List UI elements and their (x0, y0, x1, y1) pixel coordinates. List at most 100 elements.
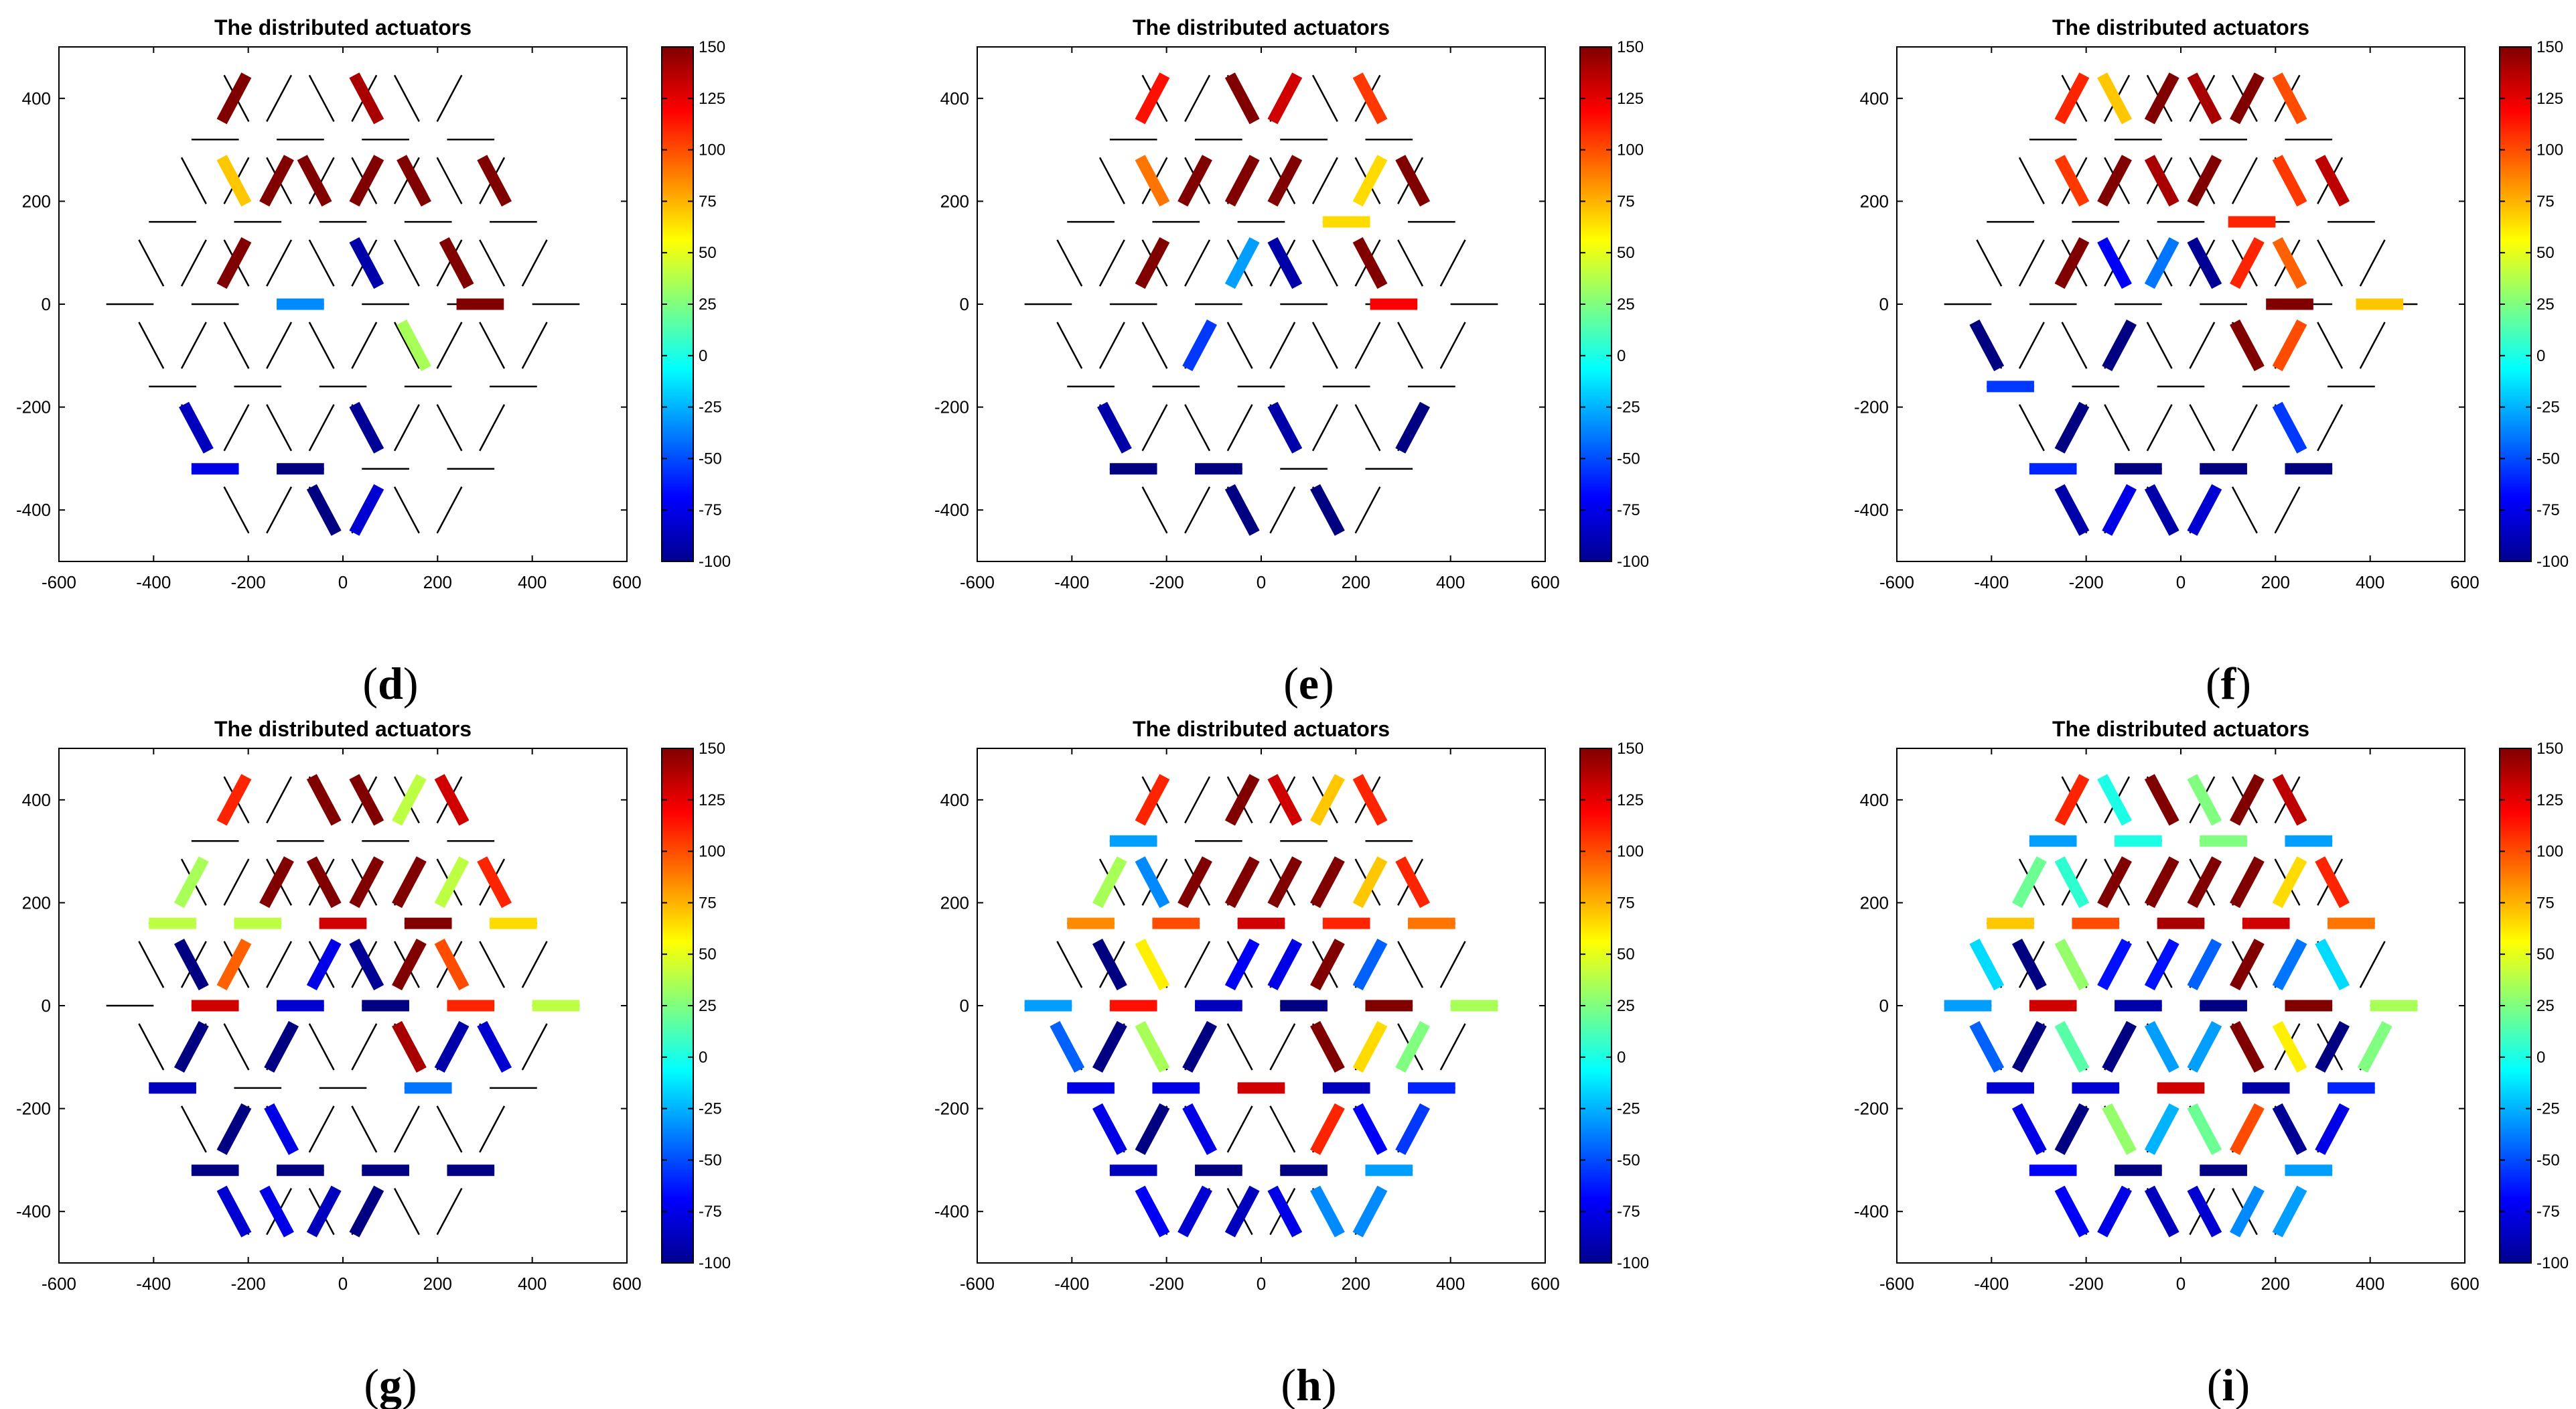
lattice-segment (521, 239, 548, 287)
chart-panel-g: The distributed actuators -600 -400 -200 0 20… (16, 717, 731, 1409)
lattice-segment (1226, 1105, 1253, 1153)
lattice-segment (436, 74, 463, 122)
actuator-bar (392, 1020, 427, 1073)
colorbar-tick-label: -100 (1617, 1254, 1649, 1272)
actuator-bar (392, 939, 427, 991)
colorbar-tick-label: 75 (1617, 894, 1635, 912)
x-tick-label: -200 (2069, 1274, 2104, 1294)
lattice-segment (223, 404, 250, 452)
y-tick-label: -400 (934, 1201, 969, 1221)
actuator-bar (477, 1020, 512, 1073)
actuator-bar (259, 155, 294, 207)
x-tick-label: 200 (2261, 572, 2290, 592)
lattice-segment (479, 941, 506, 988)
lattice-segment (308, 1023, 335, 1071)
actuator-bar (1135, 774, 1170, 826)
colorbar-tick-label: -100 (2536, 1254, 2569, 1272)
actuator-bar (216, 237, 252, 289)
y-tick-label: -400 (16, 1201, 51, 1221)
colorbar-tick-label: 25 (699, 295, 717, 314)
actuator-bar (1224, 774, 1260, 826)
lattice-segment (223, 486, 250, 534)
actuator-bar (216, 1185, 252, 1237)
lattice-segment (479, 322, 506, 369)
lattice-segment (2018, 322, 2045, 369)
lattice-segment (2359, 941, 2386, 988)
actuator-bar (2054, 155, 2090, 207)
colorbar-tick-label: 0 (1617, 347, 1626, 365)
chart-panel-d: The distributed actuators -600 -400 -200 0 20… (16, 15, 731, 709)
lattice-segment (266, 941, 293, 988)
lattice-segment (436, 157, 463, 204)
chart-title: The distributed actuators (2052, 15, 2309, 40)
actuator-bar (2187, 939, 2222, 991)
colorbar-tick-label: 50 (2536, 244, 2555, 262)
lattice-segment (2231, 486, 2258, 534)
lattice-segment (138, 941, 165, 988)
actuator-bar (1092, 1103, 1127, 1155)
actuator-bar (2187, 1020, 2222, 1073)
actuator-bar (2011, 856, 2047, 909)
chart-title: The distributed actuators (1133, 717, 1390, 741)
actuator-bar (264, 1103, 299, 1155)
actuator-bar (2144, 237, 2179, 289)
actuator-bar (2187, 72, 2222, 125)
actuator-bar (2144, 72, 2179, 125)
actuator-bar (2230, 237, 2265, 289)
actuator-bar (2102, 1103, 2137, 1155)
x-tick-label: -400 (1054, 572, 1089, 592)
lattice-segment (308, 74, 335, 122)
colorbar-tick-label: -100 (699, 553, 731, 571)
lattice-segment (436, 239, 463, 287)
actuator-bar (2054, 401, 2090, 454)
lattice-segment (393, 239, 420, 287)
actuator-bar (1177, 856, 1212, 909)
actuator-bar (2144, 1185, 2179, 1237)
actuator-bar (1352, 774, 1388, 826)
lattice-segment (1976, 239, 2003, 287)
actuator-bar (216, 939, 252, 991)
lattice-segment (393, 404, 420, 452)
actuator-bar (2097, 72, 2132, 125)
actuator-bar (1310, 939, 1345, 991)
actuator-bar (2011, 1020, 2047, 1073)
y-tick-label: -400 (1854, 500, 1889, 520)
lattice-segment (1311, 239, 1338, 287)
actuator-bar (306, 856, 342, 909)
x-tick-label: -600 (1879, 1274, 1914, 1294)
actuator-bar (2272, 155, 2307, 207)
actuator-bar (259, 856, 294, 909)
actuator-bar (1135, 237, 1170, 289)
chart-panel-h: The distributed actuators -600 -400 -200 0 20… (934, 717, 1649, 1409)
lattice-segment (1098, 239, 1125, 287)
x-tick-label: 0 (2176, 1274, 2186, 1294)
chart-title: The distributed actuators (214, 717, 472, 741)
actuator-bar (2272, 319, 2307, 371)
x-tick-label: 0 (338, 572, 348, 592)
actuator-bar (2097, 856, 2132, 909)
actuator-bar (216, 72, 252, 125)
panel-label: (f) (2206, 658, 2251, 709)
actuator-bar (306, 1185, 342, 1237)
x-tick-label: 600 (612, 1274, 641, 1294)
lattice-segment (393, 1188, 420, 1235)
actuator-bar (2272, 237, 2307, 289)
x-tick-label: -600 (42, 572, 76, 592)
x-tick-label: -200 (231, 572, 266, 592)
actuator-bar (2187, 1185, 2222, 1237)
lattice-segment (180, 1105, 207, 1153)
actuator-bar (2272, 401, 2307, 454)
actuator-bar (1395, 1020, 1431, 1073)
panel-label: (d) (362, 658, 418, 709)
lattice-segment (1226, 404, 1253, 452)
colorbar-tick-label: 150 (699, 38, 725, 56)
colorbar-tick-label: 150 (1617, 740, 1644, 758)
actuator-bar (2144, 1020, 2179, 1073)
colorbar-tick-label: 25 (1617, 997, 1635, 1015)
lattice-segment (436, 1105, 463, 1153)
actuator-bar (2230, 1020, 2265, 1073)
colorbar-tick-label: 0 (699, 347, 707, 365)
lattice-segment (479, 239, 506, 287)
y-tick-label: -400 (1854, 1201, 1889, 1221)
colorbar-tick-label: 125 (699, 90, 725, 108)
